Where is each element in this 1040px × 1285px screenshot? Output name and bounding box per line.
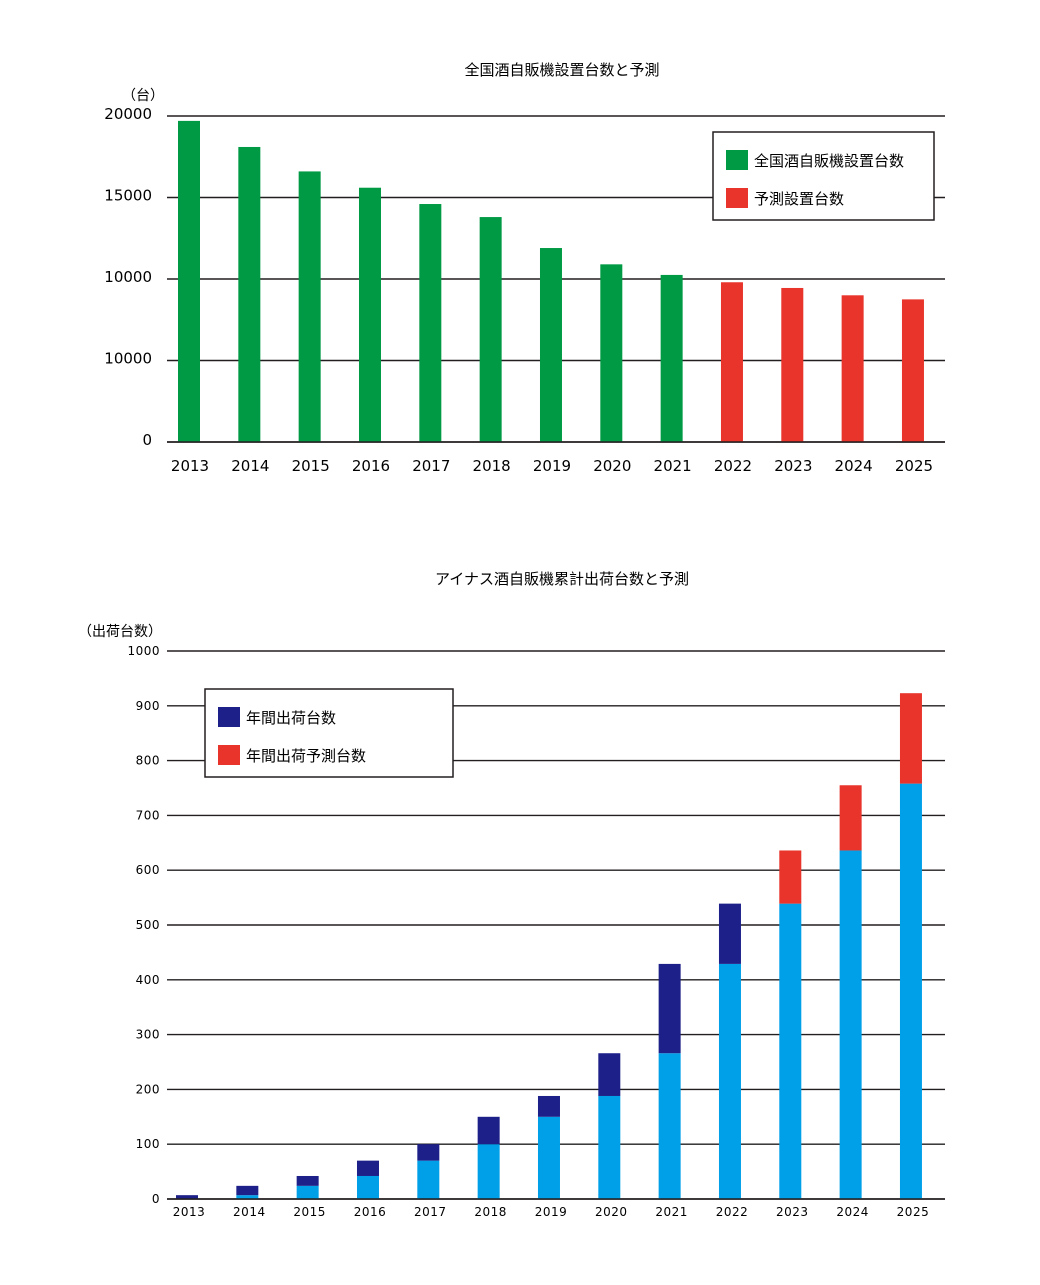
chart2-bar-cumulative <box>537 1116 560 1199</box>
legend-label-annual: 年間出荷台数 <box>246 709 336 727</box>
chart2-bar-annual <box>477 1116 500 1145</box>
chart2-bar-annual <box>718 903 741 964</box>
chart2-x-tick-label: 2025 <box>897 1205 930 1219</box>
chart2-bar-annual <box>537 1095 560 1117</box>
chart1-y-tick-label: 0 <box>142 431 152 449</box>
chart2-x-tick-label: 2017 <box>414 1205 447 1219</box>
chart2-bar-cumulative <box>477 1144 500 1199</box>
chart1-bar-forecast <box>781 287 804 442</box>
chart2-bar-annual-forecast <box>839 785 862 851</box>
chart1-x-tick-label: 2021 <box>654 457 692 475</box>
chart2-bar-cumulative <box>417 1160 440 1199</box>
chart2-x-tick-label: 2022 <box>716 1205 749 1219</box>
chart1-y-tick-label: 10000 <box>104 350 152 368</box>
chart2-bar-annual <box>236 1185 259 1196</box>
chart1-bar-installed <box>660 274 683 442</box>
chart2-bar-annual-forecast <box>899 693 922 784</box>
chart1-bar-installed <box>479 217 502 442</box>
chart2-y-tick-label: 900 <box>136 699 160 713</box>
legend-swatch-annual-forecast <box>218 745 240 765</box>
chart2-x-tick-label: 2021 <box>655 1205 688 1219</box>
chart2-bar-annual <box>356 1160 379 1176</box>
chart2-y-tick-label: 0 <box>152 1192 160 1206</box>
chart2-x-tick-label: 2024 <box>836 1205 869 1219</box>
chart1-bar-forecast <box>720 282 743 442</box>
legend-swatch-annual <box>218 707 240 727</box>
chart1-bar-installed <box>178 120 200 442</box>
chart1-x-tick-label: 2013 <box>171 457 209 475</box>
legend-swatch-installed <box>726 150 748 170</box>
chart2-x-tick-label: 2016 <box>354 1205 387 1219</box>
legend-label-annual-forecast: 年間出荷予測台数 <box>246 747 366 765</box>
chart1-x-tick-label: 2024 <box>835 457 873 475</box>
chart2-y-tick-label: 600 <box>136 863 160 877</box>
chart2-x-tick-label: 2018 <box>474 1205 507 1219</box>
chart1-x-tick-label: 2022 <box>714 457 752 475</box>
chart2-bar-cumulative <box>718 963 741 1199</box>
legend-swatch-forecast <box>726 188 748 208</box>
chart2-bar-cumulative <box>658 1053 681 1199</box>
chart2-y-tick-label: 800 <box>136 754 160 768</box>
chart2-x-tick-label: 2019 <box>535 1205 568 1219</box>
chart2-bar-annual <box>176 1195 198 1199</box>
chart2-x-tick-label: 2023 <box>776 1205 809 1219</box>
chart2-bar-cumulative <box>839 850 862 1199</box>
chart2-y-tick-label: 300 <box>136 1028 160 1042</box>
chart1-legend: 全国酒自販機設置台数 予測設置台数 <box>712 131 935 221</box>
chart1-bar-installed <box>358 187 381 442</box>
chart2-y-unit: （出荷台数） <box>78 624 162 640</box>
chart2-x-tick-label: 2015 <box>293 1205 326 1219</box>
chart1-bar-installed <box>298 171 321 443</box>
chart1-bar-installed <box>419 204 442 442</box>
chart1-x-tick-label: 2016 <box>352 457 390 475</box>
chart2-bar-cumulative <box>296 1185 319 1199</box>
chart1-bar-installed <box>539 248 562 442</box>
legend-label-forecast: 予測設置台数 <box>754 190 844 208</box>
chart2-y-tick-label: 1000 <box>127 644 160 658</box>
chart2-bar-annual-forecast <box>779 850 802 904</box>
chart1-x-tick-label: 2014 <box>231 457 269 475</box>
chart1-plot: 0 10000 10000 15000 20000 2013 2014 2015 2016 201… <box>104 105 945 475</box>
chart1-x-tick-label: 2017 <box>412 457 450 475</box>
chart1-bar-forecast <box>901 299 924 442</box>
chart2-legend: 年間出荷台数 年間出荷予測台数 <box>204 688 454 778</box>
chart1-x-tick-label: 2020 <box>593 457 631 475</box>
chart2-x-tick-label: 2020 <box>595 1205 628 1219</box>
chart2-bar-cumulative <box>236 1195 259 1199</box>
chart1-bar-installed <box>600 264 623 442</box>
chart2-bar-annual <box>417 1144 440 1161</box>
chart2-y-tick-label: 700 <box>136 808 160 822</box>
chart1-y-tick-label: 20000 <box>104 105 152 123</box>
chart1-x-tick-label: 2025 <box>895 457 933 475</box>
chart1-y-tick-label: 10000 <box>104 268 152 286</box>
chart2-y-tick-label: 100 <box>136 1137 160 1151</box>
chart2-x-tick-label: 2014 <box>233 1205 266 1219</box>
chart1-y-tick-label: 15000 <box>104 187 152 205</box>
chart2-x-tick-label: 2013 <box>173 1205 206 1219</box>
chart2-bar-annual <box>598 1053 621 1096</box>
chart1-x-tick-label: 2015 <box>292 457 330 475</box>
chart2-bar-annual <box>296 1175 319 1186</box>
chart2-bar-cumulative <box>779 903 802 1199</box>
chart2-bar-cumulative <box>356 1175 379 1199</box>
chart2-bar-cumulative <box>899 783 922 1199</box>
chart1-y-unit: （台） <box>122 88 164 104</box>
chart2-title: アイナス酒自販機累計出荷台数と予測 <box>435 570 689 588</box>
chart2-bar-cumulative <box>598 1095 621 1199</box>
chart1-x-tick-label: 2018 <box>473 457 511 475</box>
chart2-y-tick-label: 400 <box>136 973 160 987</box>
chart2-y-tick-label: 200 <box>136 1082 160 1096</box>
chart2-y-tick-label: 500 <box>136 918 160 932</box>
chart1-x-tick-label: 2023 <box>774 457 812 475</box>
chart1-bar-installed <box>238 146 261 442</box>
chart1-title: 全国酒自販機設置台数と予測 <box>464 61 659 79</box>
legend-label-installed: 全国酒自販機設置台数 <box>754 152 904 170</box>
chart1-x-tick-label: 2019 <box>533 457 571 475</box>
chart2-bar-annual <box>658 963 681 1054</box>
chart1-bar-forecast <box>841 295 864 442</box>
